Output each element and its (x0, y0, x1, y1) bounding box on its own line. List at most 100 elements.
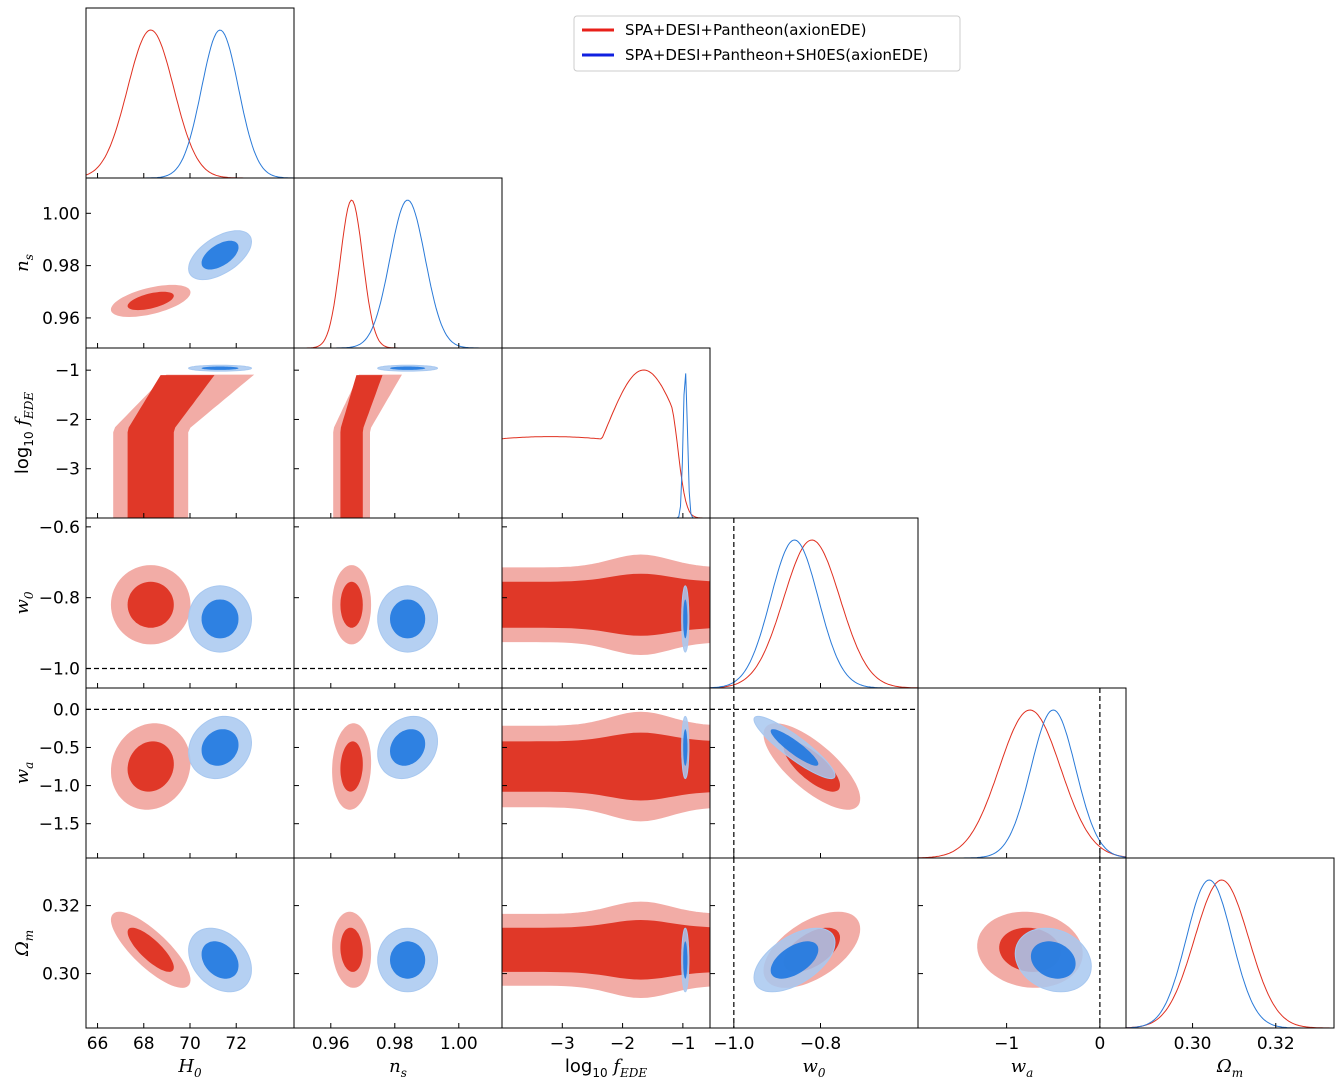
contour-ns-wa-s0-68 (340, 741, 363, 792)
contour-log10fEDE-w0-s1-68 (683, 599, 688, 639)
panel-H0-log10fEDE: −3 −2 −1 (55, 347, 295, 519)
x-tick-label-H0: 72 (225, 1034, 247, 1054)
marginal-log10fEDE-series-0 (502, 369, 710, 518)
axis-label-wa: wa (12, 762, 36, 785)
x-tick-label-ns: 0.96 (312, 1034, 350, 1054)
panel-w0-wa (709, 687, 919, 859)
contour-ns-w0-s1-68 (390, 599, 426, 639)
panel-log10fEDE-wa (501, 687, 711, 859)
x-tick-label-Om: 0.30 (1174, 1034, 1212, 1054)
x-tick-label-H0: 68 (133, 1034, 155, 1054)
contour-H0-wa-s1-68 (201, 729, 239, 766)
contour-w0-Om-s1-68 (770, 941, 819, 979)
y-tick-label-log10fEDE: −2 (55, 410, 80, 430)
contour-H0-log10fEDE-s1-68 (201, 366, 239, 370)
y-tick-label-Om: 0.30 (42, 965, 80, 985)
y-tick-label-ns: 0.98 (42, 257, 80, 277)
panel-w0-Om: −1.0 −0.8 (709, 857, 919, 1054)
axis-label-Om: Ωm (1216, 1056, 1243, 1080)
contour-wa-Om-s1-68 (1030, 941, 1076, 979)
contour-ns-log10fEDE-s1-68 (390, 366, 426, 370)
panel-frame (293, 347, 503, 519)
x-tick-label-ns: 1.00 (440, 1034, 478, 1054)
contour-log10fEDE-Om-s0-68 (502, 920, 710, 980)
x-tick-label-H0: 70 (179, 1034, 201, 1054)
x-tick-label-log10fEDE: −3 (550, 1034, 575, 1054)
y-tick-label-Om: 0.32 (42, 897, 80, 917)
contour-ns-w0-s0-68 (340, 581, 363, 628)
x-tick-label-wa: 0 (1094, 1034, 1105, 1054)
x-tick-label-log10fEDE: −2 (610, 1034, 635, 1054)
panel-ns-ns (293, 177, 503, 349)
axis-label-ns: ns (389, 1056, 407, 1080)
legend-label-blue: SPA+DESI+Pantheon+SH0ES(axionEDE) (625, 46, 928, 64)
y-tick-label-log10fEDE: −1 (55, 361, 80, 381)
panel-frame (85, 7, 295, 179)
panel-log10fEDE-Om: −3 −2 −1 (501, 857, 711, 1054)
panel-ns-wa (293, 687, 503, 859)
axis-label-log10fEDE: log10 fEDE (12, 392, 36, 475)
y-tick-label-wa: 0.0 (53, 700, 80, 720)
marginal-H0-series-1 (86, 29, 294, 178)
contour-log10fEDE-w0-s0-68 (502, 573, 710, 636)
panel-wa-Om: −1 0 (917, 857, 1127, 1054)
panel-H0-Om: 66 68 70 72 0.30 0.32 (42, 857, 295, 1054)
panel-ns-w0 (293, 517, 503, 689)
marginal-w0-series-1 (710, 539, 918, 688)
x-tick-label-log10fEDE: −1 (670, 1034, 695, 1054)
panel-H0-wa: −1.5 −1.0 −0.5 0.0 (39, 687, 295, 859)
marginal-w0-series-0 (710, 539, 918, 688)
contour-log10fEDE-wa-s1-68 (683, 729, 688, 766)
contour-H0-w0-s0-68 (127, 581, 174, 628)
contour-H0-ns-s0-68 (127, 291, 174, 311)
y-tick-label-log10fEDE: −3 (55, 460, 80, 480)
marginal-Om-series-1 (1126, 879, 1334, 1028)
marginal-ns-series-1 (294, 199, 502, 348)
panel-frame (501, 347, 711, 519)
contour-ns-wa-s1-68 (390, 729, 426, 766)
panel-log10fEDE-log10fEDE (501, 347, 711, 519)
panel-H0-w0: −1.0 −0.8 −0.6 (39, 517, 295, 689)
contour-w0-wa-s1-68 (770, 729, 819, 766)
x-tick-label-Om: 0.32 (1257, 1034, 1295, 1054)
panel-H0-ns: 0.96 0.98 1.00 (42, 177, 295, 349)
contour-log10fEDE-wa-s0-68 (502, 732, 710, 801)
contour-H0-Om-s1-68 (201, 941, 239, 979)
legend-frame (573, 15, 961, 72)
contour-H0-Om-s0-68 (127, 927, 174, 972)
marginal-wa-series-0 (918, 709, 1126, 858)
contour-H0-wa-s0-68 (127, 741, 174, 792)
panel-frame (1125, 857, 1335, 1029)
legend: SPA+DESI+Pantheon(axionEDE) SPA+DESI+Pan… (573, 15, 961, 72)
marginal-log10fEDE-series-1 (502, 373, 710, 518)
axis-label-ns: ns (12, 254, 36, 272)
panel-frame (709, 517, 919, 689)
panel-ns-Om: 0.96 0.98 1.00 (293, 857, 503, 1054)
marginal-Om-series-0 (1126, 879, 1334, 1028)
y-tick-label-wa: −0.5 (39, 738, 80, 758)
axis-label-w0: w0 (12, 591, 36, 614)
marginal-ns-series-0 (294, 199, 502, 348)
axis-label-Om: Ωm (12, 930, 36, 957)
y-tick-label-wa: −1.0 (39, 777, 80, 797)
axis-label-log10fEDE: log10 fEDE (565, 1056, 648, 1080)
axis-label-wa: wa (1011, 1056, 1034, 1080)
panel-w0-w0 (709, 517, 919, 689)
panel-frame (293, 177, 503, 349)
x-tick-label-ns: 0.98 (376, 1034, 414, 1054)
y-tick-label-w0: −0.8 (39, 589, 80, 609)
panel-log10fEDE-w0 (501, 517, 711, 689)
y-tick-label-w0: −0.6 (39, 518, 80, 538)
panel-Om-Om: 0.30 0.32 (1125, 857, 1335, 1054)
axis-label-H0: H0 (177, 1056, 202, 1080)
x-tick-label-wa: −1 (994, 1034, 1019, 1054)
contour-H0-w0-s1-68 (201, 599, 239, 639)
contour-ns-Om-s1-68 (390, 941, 426, 979)
marginal-H0-series-0 (86, 29, 294, 178)
y-tick-label-ns: 0.96 (42, 309, 80, 329)
x-tick-label-H0: 66 (87, 1034, 109, 1054)
y-tick-label-wa: −1.5 (39, 815, 80, 835)
x-tick-label-w0: −0.8 (800, 1034, 841, 1054)
panel-H0-H0 (85, 7, 295, 179)
